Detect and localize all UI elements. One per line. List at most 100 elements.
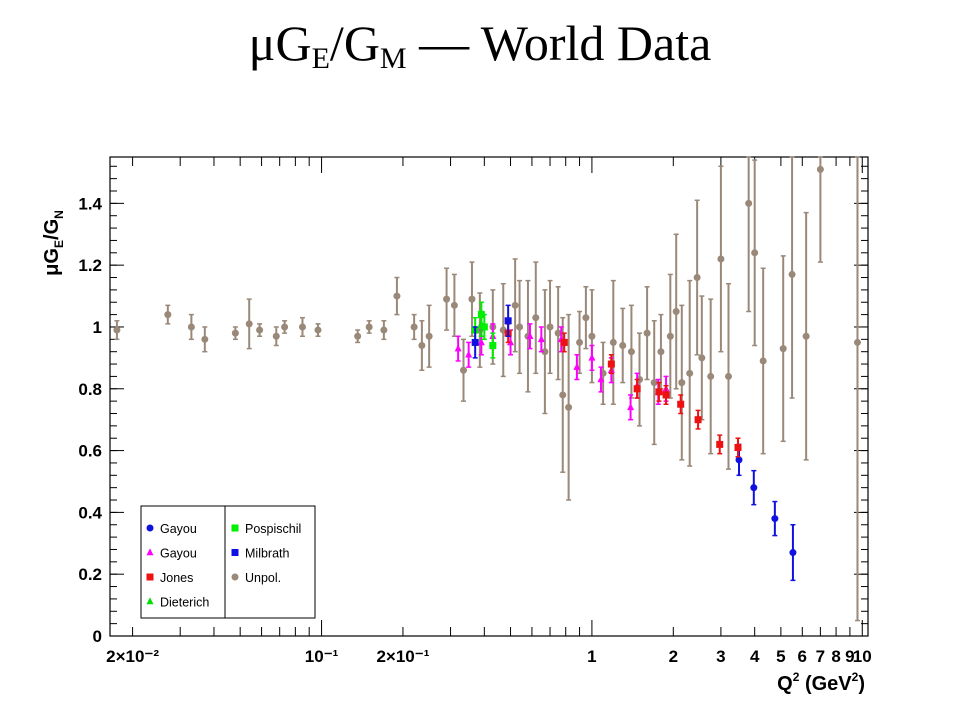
- x-tick-label: 2×10⁻¹: [376, 647, 429, 666]
- y-tick-label: 0.2: [78, 565, 102, 584]
- x-title-sup-2: 2: [793, 670, 800, 684]
- data-point: [560, 338, 568, 346]
- data-point: [597, 375, 605, 383]
- x-tick-label: 1: [587, 647, 596, 666]
- data-point: [779, 345, 787, 353]
- data-point: [450, 301, 458, 309]
- y-title-slash-g: /G: [41, 219, 63, 240]
- slide-title: μGE/GM — World Data: [0, 8, 960, 94]
- x-title-q: Q: [777, 673, 793, 695]
- data-point: [745, 199, 753, 207]
- x-title-units-sup: 2: [852, 670, 859, 684]
- y-tick-label: 1.2: [78, 256, 102, 275]
- data-point: [454, 344, 462, 352]
- data-point: [672, 308, 680, 316]
- data-point: [588, 332, 596, 340]
- y-tick-label: 0.8: [78, 380, 102, 399]
- data-point: [546, 323, 554, 331]
- x-axis-title-text: Q2 (GeV2): [777, 670, 865, 695]
- data-point: [662, 391, 670, 399]
- x-tick-label: 2×10⁻²: [106, 647, 159, 666]
- data-point: [354, 332, 362, 340]
- data-point: [677, 400, 685, 408]
- x-tick-label: 4: [750, 647, 760, 666]
- data-point: [576, 338, 584, 346]
- x-tick-label: 6: [798, 647, 807, 666]
- data-point: [443, 295, 451, 303]
- legend-marker: [146, 597, 154, 605]
- data-point: [410, 323, 418, 331]
- legend-label: Unpol.: [245, 571, 281, 585]
- data-point: [256, 326, 264, 334]
- x-tick-label: 5: [776, 647, 785, 666]
- legend-label: Jones: [160, 571, 193, 585]
- x-tick-label: 3: [716, 647, 725, 666]
- x-tick-label: 2: [669, 647, 678, 666]
- axes-group: 0 0.2 0.4 0.6 0.8 1 1.2 1.4 2×10⁻² 10⁻¹ 2×10⁻¹ 1 2 3 4…: [78, 157, 872, 666]
- data-point: [365, 323, 373, 331]
- data-point: [678, 379, 686, 387]
- x-title-close: ): [858, 673, 865, 695]
- data-point: [657, 348, 665, 356]
- data-point: [201, 335, 209, 343]
- data-point: [565, 403, 573, 411]
- data-point: [164, 311, 172, 319]
- legend-label: Dieterich: [160, 596, 209, 610]
- data-point: [686, 369, 694, 377]
- data-point: [751, 249, 759, 257]
- data-point: [655, 388, 663, 396]
- data-point: [717, 255, 725, 263]
- data-marks: [113, 156, 861, 622]
- data-point: [619, 342, 627, 350]
- data-point: [554, 329, 562, 337]
- legend-marker: [231, 524, 239, 532]
- y-axis-title-text: μGE/GN: [41, 210, 66, 276]
- legend-label: Gayou: [160, 547, 197, 561]
- y-axis-title: μGE/GN: [41, 210, 66, 276]
- data-point: [759, 357, 767, 365]
- y-tick-label: 1.4: [78, 194, 102, 213]
- data-point: [607, 360, 615, 368]
- data-point: [694, 416, 702, 424]
- data-point: [816, 165, 824, 173]
- data-point: [471, 338, 479, 346]
- title-mu-g: μG: [248, 15, 312, 71]
- legend-marker: [231, 573, 239, 581]
- plot-frame: [109, 156, 869, 637]
- data-point: [526, 332, 534, 340]
- legend: Gayou Gayou Jones Dieterich Pospischil Milbra…: [140, 505, 316, 619]
- data-point: [314, 326, 322, 334]
- data-point: [650, 379, 658, 387]
- title-sub-m: M: [379, 42, 407, 75]
- legend-marker: [146, 573, 154, 581]
- legend-label: Gayou: [160, 522, 197, 536]
- legend-marker: [146, 548, 154, 556]
- y-tick-label: 0.4: [78, 503, 102, 522]
- data-point: [511, 301, 519, 309]
- x-tick-label: 10⁻¹: [305, 647, 339, 666]
- data-point: [735, 456, 743, 464]
- data-point: [724, 372, 732, 380]
- x-tick-label: 9: [845, 647, 854, 666]
- title-slash-g: /G: [329, 15, 380, 71]
- data-point: [465, 350, 473, 358]
- data-point: [425, 332, 433, 340]
- data-point: [380, 326, 388, 334]
- data-point: [802, 332, 810, 340]
- data-point: [666, 332, 674, 340]
- data-point: [298, 323, 306, 331]
- data-point: [187, 323, 195, 331]
- data-point: [245, 320, 253, 328]
- legend-marker: [231, 549, 239, 556]
- data-point: [516, 323, 524, 331]
- data-point: [418, 342, 426, 350]
- data-point: [537, 335, 545, 343]
- y-title-sub-e: E: [52, 240, 66, 248]
- data-point: [281, 323, 289, 331]
- data-point: [789, 549, 797, 557]
- data-point: [853, 338, 861, 346]
- data-point: [480, 323, 488, 331]
- data-point: [582, 314, 590, 322]
- y-tick-label: 0: [93, 627, 102, 646]
